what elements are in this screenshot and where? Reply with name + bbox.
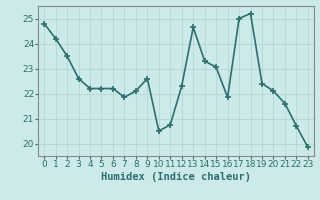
X-axis label: Humidex (Indice chaleur): Humidex (Indice chaleur) [101, 172, 251, 182]
